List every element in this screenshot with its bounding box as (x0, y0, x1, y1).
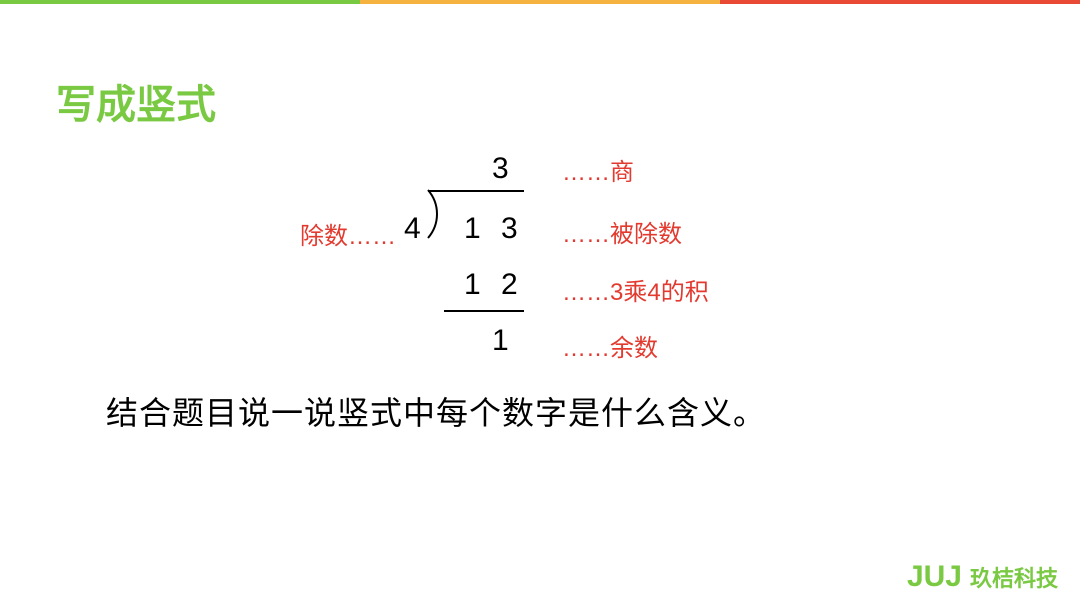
label-product: ……3乘4的积 (562, 272, 709, 307)
label-divisor: 除数…… (300, 216, 396, 251)
top-color-bar (0, 0, 1080, 4)
topbar-seg-1 (0, 0, 360, 4)
brand-footer: JUJ 玖桔科技 (907, 560, 1058, 594)
quotient-value: 3 (492, 152, 515, 186)
page-title: 写成竖式 (56, 72, 216, 130)
remainder-value: 1 (492, 324, 515, 358)
divisor-value: 4 (404, 212, 427, 246)
long-division-diagram: 3 4 1 3 1 2 1 除数…… ……商 ……被除数 ……3乘4的积 ……余… (300, 140, 780, 370)
question-text: 结合题目说一说竖式中每个数字是什么含义。 (106, 388, 766, 434)
label-dividend: ……被除数 (562, 214, 682, 249)
topbar-seg-2 (360, 0, 720, 4)
topbar-seg-3 (720, 0, 1080, 4)
brand-logo: JUJ (907, 560, 962, 594)
label-quotient: ……商 (562, 152, 634, 187)
brand-text: 玖桔科技 (970, 561, 1058, 593)
product-value: 1 2 (464, 268, 524, 302)
label-remainder: ……余数 (562, 328, 658, 363)
division-bar-subtract (444, 310, 524, 312)
dividend-value: 1 3 (464, 212, 524, 246)
